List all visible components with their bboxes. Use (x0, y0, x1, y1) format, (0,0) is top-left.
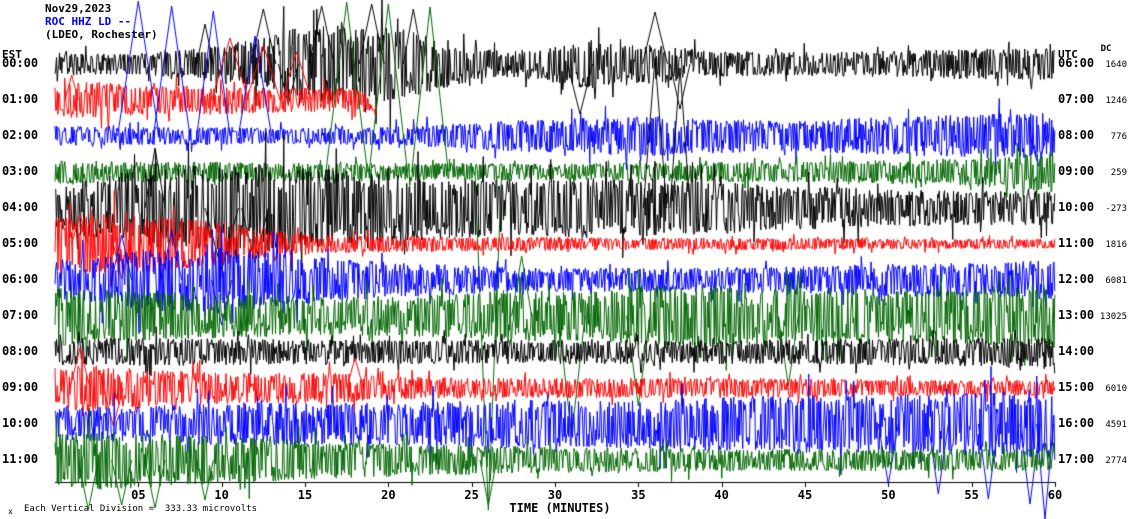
webicorder-screen: Nov29,2023 ROC HHZ LD -- (LDEO, Rocheste… (0, 0, 1130, 519)
seismogram-canvas (0, 0, 1130, 519)
